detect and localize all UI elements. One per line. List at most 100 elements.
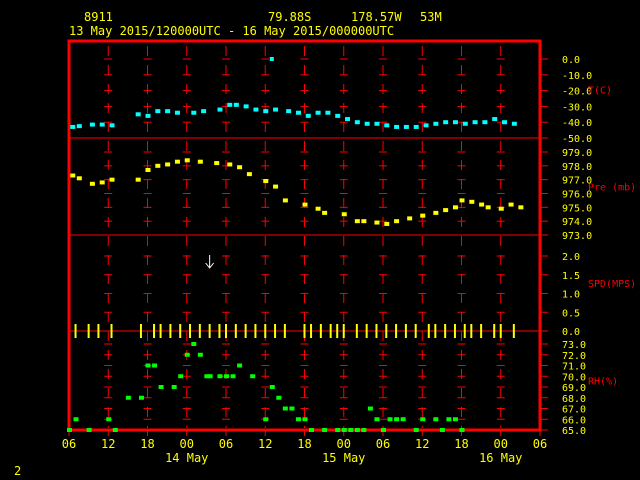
x-tick-label: 00 [337, 437, 351, 451]
temp-point [433, 121, 439, 126]
pressure-point [165, 162, 171, 167]
temp-point [174, 110, 180, 115]
rh-point [400, 417, 406, 422]
pressure-point [89, 181, 95, 186]
rh-point [335, 428, 341, 432]
pressure-point [273, 184, 279, 189]
y-tick-label: 979.0 [562, 148, 592, 159]
rh-point [204, 374, 210, 379]
temp-point [305, 113, 311, 118]
pressure-point [70, 173, 76, 178]
wind-arrow-icon [205, 255, 215, 269]
pressure-point [246, 172, 252, 177]
temp-point [191, 110, 197, 115]
page-number: 2 [14, 464, 22, 478]
rh-point [322, 428, 328, 432]
rh-point [282, 406, 288, 411]
temp-point [70, 124, 76, 129]
rh-point [125, 395, 131, 400]
temp-point [227, 102, 233, 107]
y-tick-label: 0.0 [562, 327, 580, 338]
temp-point [155, 109, 161, 114]
pressure-point [341, 212, 347, 217]
elevation: 53M [420, 10, 442, 24]
y-tick-label: -40.0 [562, 118, 592, 129]
x-tick-label: 18 [454, 437, 468, 451]
y-tick-label: 976.0 [562, 190, 592, 201]
x-tick-label: 12 [415, 437, 429, 451]
temp-point [295, 110, 301, 115]
rh-point [138, 395, 144, 400]
rh-point [354, 428, 360, 432]
temp-point [335, 113, 341, 118]
pressure-point [354, 219, 360, 224]
rh-point [439, 428, 445, 432]
y-tick-label: -10.0 [562, 71, 592, 82]
temp-point [201, 109, 207, 114]
y-tick-label: 66.0 [562, 415, 586, 426]
rh-point [106, 417, 112, 422]
x-tick-label: 00 [180, 437, 194, 451]
y-tick-label: 974.0 [562, 217, 592, 228]
x-date-label: 16 May [479, 451, 522, 465]
rh-point [367, 406, 373, 411]
rh-point [250, 374, 256, 379]
pressure-point [420, 213, 426, 218]
y-tick-label: 68.0 [562, 394, 586, 405]
pressure-point [498, 206, 504, 211]
pressure-point [374, 220, 380, 225]
pressure-point [282, 198, 288, 203]
temp-point [109, 123, 115, 128]
temp-point [394, 124, 400, 129]
rh-point [86, 428, 92, 432]
rh-point [420, 417, 426, 422]
pressure-point [263, 179, 269, 184]
rh-point [237, 363, 243, 368]
rh-point [263, 417, 269, 422]
temp-point [263, 109, 269, 114]
pressure-point [508, 202, 514, 207]
pressure-point [433, 210, 439, 215]
y-tick-label: 975.0 [562, 203, 592, 214]
x-tick-label: 06 [62, 437, 76, 451]
x-tick-label: 06 [376, 437, 390, 451]
rh-point [207, 374, 213, 379]
rh-point [73, 417, 79, 422]
rh-point [276, 395, 282, 400]
temp-point [286, 109, 292, 114]
y-tick-label: 70.0 [562, 372, 586, 383]
rh-point [197, 352, 203, 357]
temp-point [325, 110, 331, 115]
pressure-point [197, 159, 203, 164]
rh-point [374, 417, 380, 422]
station-id: 8911 [84, 10, 113, 24]
pressure-point [518, 205, 524, 210]
x-tick-label: 06 [533, 437, 547, 451]
time-range: 13 May 2015/120000UTC - 16 May 2015/0000… [69, 24, 395, 38]
rh-point [302, 417, 308, 422]
rh-point [158, 385, 164, 389]
temp-point [217, 107, 223, 112]
temp-point [502, 120, 508, 125]
rh-point [269, 385, 275, 389]
pressure-point [184, 158, 190, 163]
pressure-point [479, 202, 485, 207]
y-tick-label: -30.0 [562, 102, 592, 113]
y-tick-label: -50.0 [562, 134, 592, 145]
pressure-point [214, 161, 220, 166]
x-date-label: 15 May [322, 451, 365, 465]
temp-point [472, 120, 478, 125]
y-tick-label: 73.0 [562, 340, 586, 351]
temp-point [76, 124, 82, 129]
rh-point [178, 374, 184, 379]
x-tick-label: 06 [219, 437, 233, 451]
rh-point [217, 374, 223, 379]
temp-point [462, 121, 468, 126]
panel-label-wind: SPD(MPS) [588, 279, 636, 290]
pressure-point [315, 206, 321, 211]
y-tick-label: 978.0 [562, 162, 592, 173]
rh-point [433, 417, 439, 422]
y-tick-label: 977.0 [562, 176, 592, 187]
pressure-point [135, 177, 141, 182]
